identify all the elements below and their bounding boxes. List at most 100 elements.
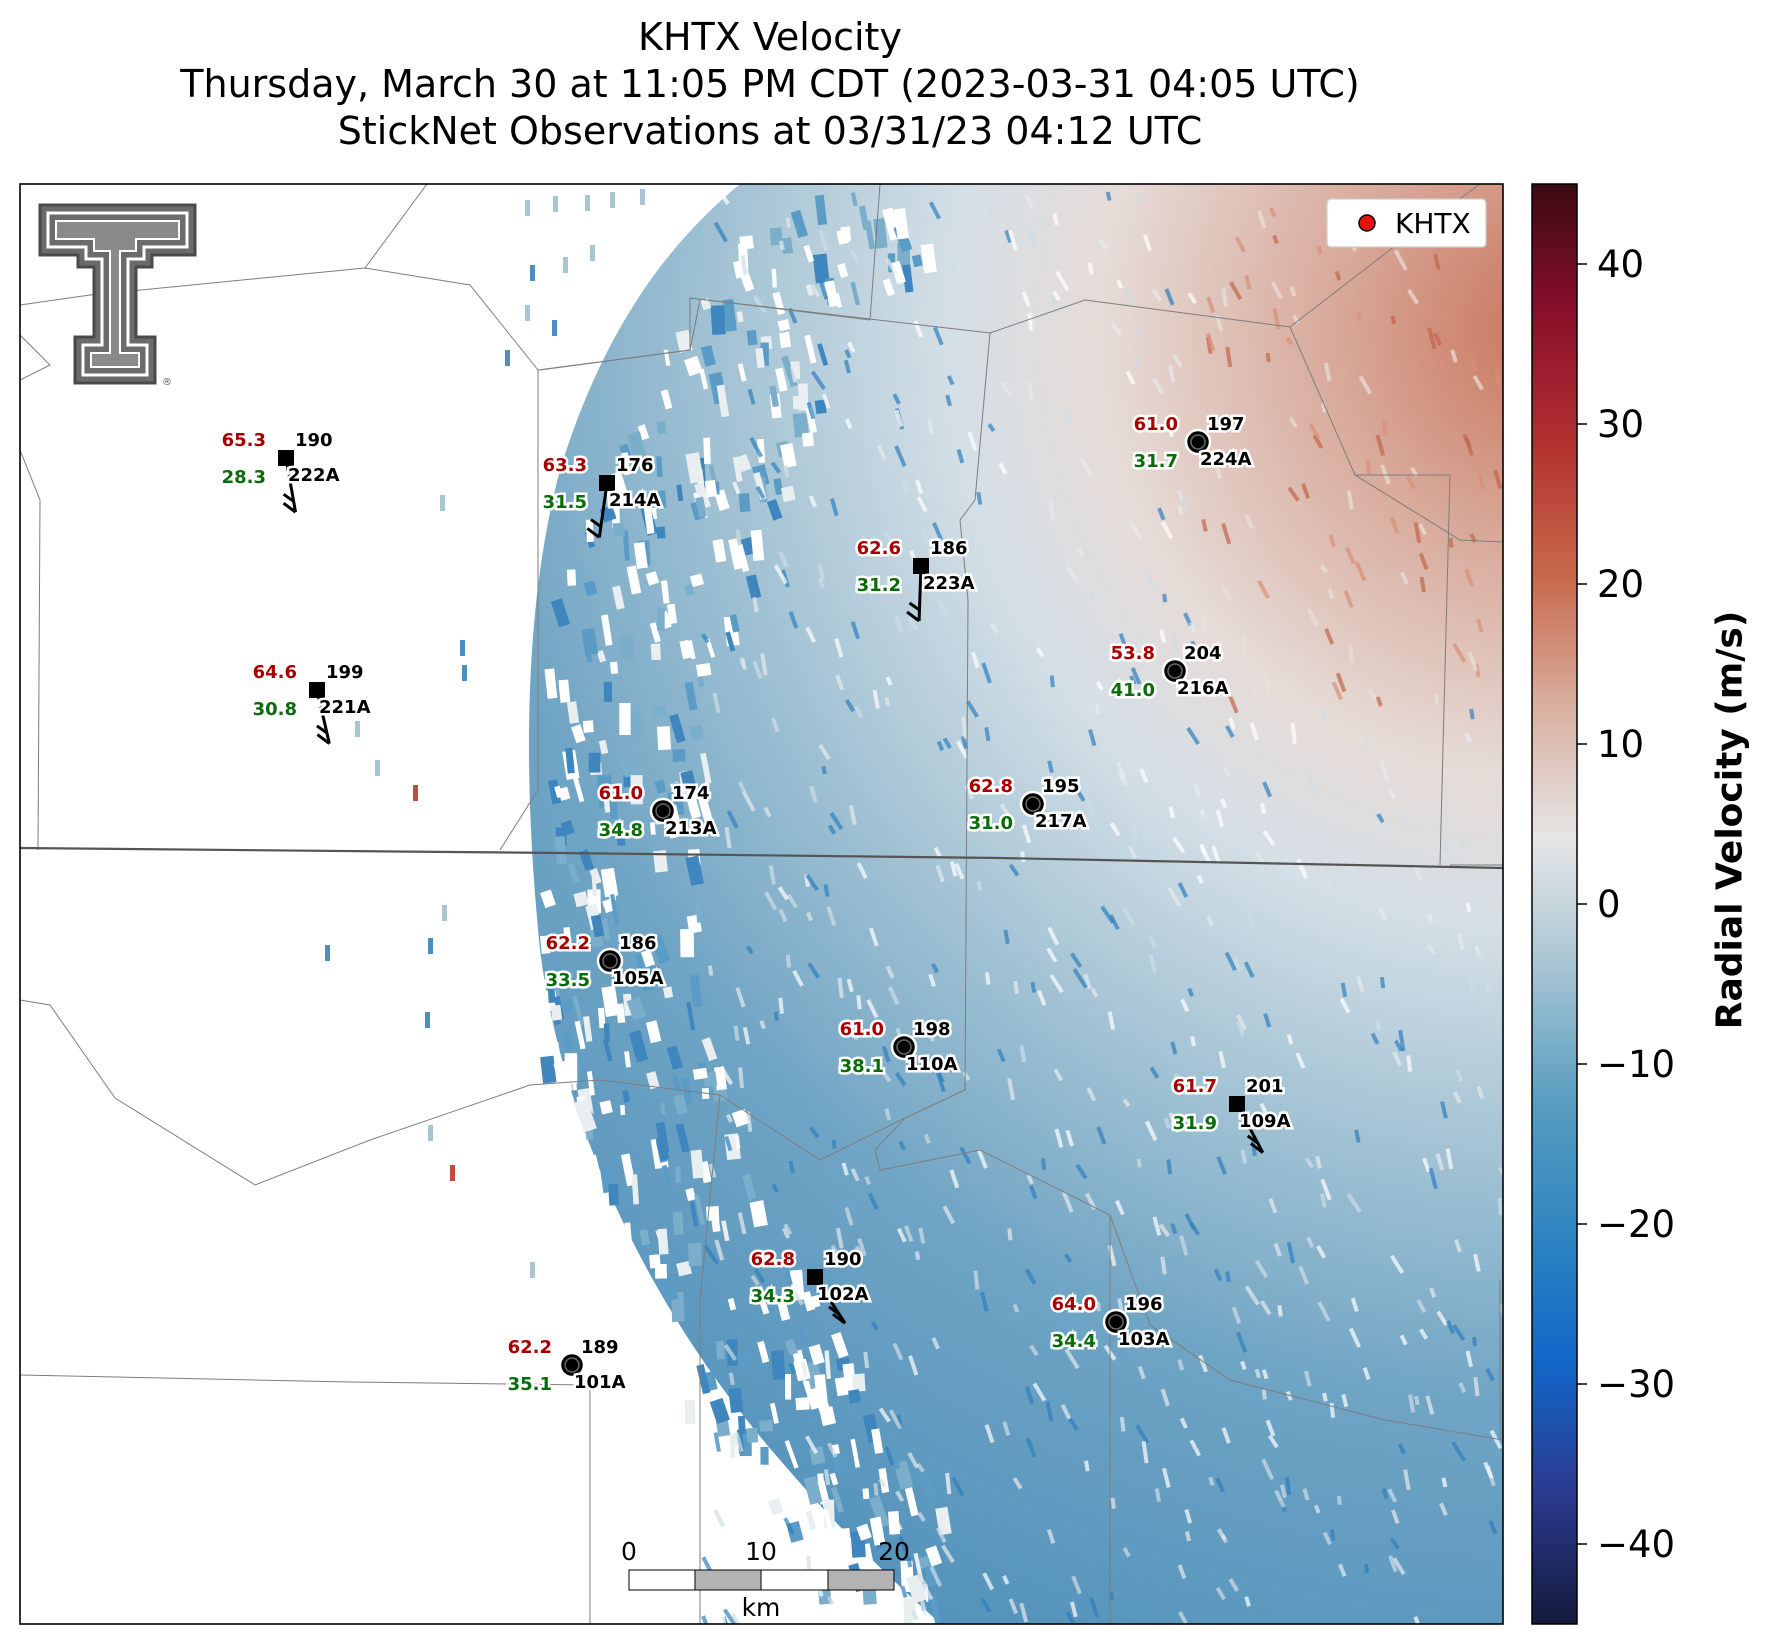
station-id: 213A	[665, 818, 717, 839]
station-wind-direction: 197	[1207, 414, 1245, 435]
station-square-marker	[913, 558, 929, 574]
station-temperature: 61.0	[1134, 414, 1178, 435]
legend-label: KHTX	[1395, 207, 1471, 240]
station-temperature: 63.3	[543, 455, 587, 476]
wind-barb-flag	[282, 501, 297, 514]
radar-outlier-gates	[325, 189, 645, 1278]
colorbar-ticks: 40 30 20 10 0 −10 −20 −30 −40	[1577, 243, 1675, 1566]
station-temperature: 62.6	[857, 538, 901, 559]
station-temperature: 62.8	[751, 1249, 795, 1270]
station-dewpoint: 35.1	[508, 1374, 552, 1395]
station-circle-marker	[890, 1033, 918, 1061]
station-dewpoint: 31.5	[543, 492, 587, 513]
station-wind-direction: 196	[1125, 1294, 1163, 1315]
station-222A: 65.3 190 28.3 222A	[219, 428, 342, 514]
station-dewpoint: 34.3	[751, 1286, 795, 1307]
station-dewpoint: 41.0	[1111, 680, 1155, 701]
texas-tech-logo: ®	[38, 203, 197, 388]
station-dewpoint: 38.1	[840, 1056, 884, 1077]
station-wind-direction: 186	[619, 933, 657, 954]
wind-barb-flag	[586, 527, 601, 539]
station-id: 214A	[609, 490, 661, 511]
station-221A: 64.6 199 30.8 221A	[250, 660, 373, 745]
station-calm-ring	[1167, 663, 1183, 679]
colorbar-tick-label: 10	[1597, 723, 1644, 766]
station-101A: 62.2 189 35.1 101A	[505, 1335, 628, 1398]
state-boundary	[20, 846, 1503, 870]
colorbar-tick-label: −10	[1597, 1043, 1675, 1086]
station-temperature: 64.0	[1052, 1294, 1096, 1315]
station-square-marker	[599, 475, 615, 491]
station-calm-ring	[564, 1357, 580, 1373]
station-213A: 61.0 174 34.8 213A	[596, 781, 719, 844]
wind-barb-flag	[832, 1312, 846, 1325]
wind-barb-flag	[906, 610, 920, 623]
wind-barb-flag	[908, 601, 921, 612]
station-circle-marker	[558, 1351, 586, 1379]
station-temperature: 61.0	[840, 1019, 884, 1040]
station-wind-direction: 204	[1184, 643, 1222, 664]
station-id: 216A	[1177, 678, 1229, 699]
station-id: 101A	[574, 1372, 626, 1393]
station-wind-direction: 174	[672, 783, 710, 804]
colorbar-tick-label: 20	[1597, 563, 1644, 606]
station-103A: 64.0 196 34.4 103A	[1049, 1292, 1172, 1355]
station-dewpoint: 31.0	[969, 813, 1013, 834]
station-square-marker	[309, 682, 325, 698]
colorbar-tick-label: −40	[1597, 1523, 1675, 1566]
colorbar: 40 30 20 10 0 −10 −20 −30 −40	[1531, 183, 1675, 1625]
wind-barb-flag	[828, 1305, 840, 1316]
station-temperature: 62.2	[546, 933, 590, 954]
wind-barb-flag	[590, 518, 602, 528]
station-id: 223A	[923, 573, 975, 594]
wind-barb-flag	[1249, 1142, 1264, 1154]
colorbar-label-wrap: Radial Velocity (m/s)	[1700, 520, 1760, 1120]
station-wind-direction: 199	[326, 662, 364, 683]
station-wind-direction: 190	[295, 430, 333, 451]
colorbar-label: Radial Velocity (m/s)	[1709, 610, 1751, 1030]
station-wind-direction: 198	[913, 1019, 951, 1040]
station-circle-marker	[649, 797, 677, 825]
station-calm-ring	[1025, 796, 1041, 812]
logo-registered-mark: ®	[162, 377, 172, 388]
title-observations: StickNet Observations at 03/31/23 04:12 …	[337, 109, 1203, 153]
station-110A: 61.0 198 38.1 110A	[837, 1017, 960, 1080]
scale-bar: 0 10 20 km	[621, 1537, 910, 1622]
station-102A: 62.8 190 34.3 102A	[748, 1247, 871, 1325]
station-dewpoint: 31.2	[857, 575, 901, 596]
station-dewpoint: 30.8	[253, 699, 297, 720]
station-224A: 61.0 197 31.7 224A	[1131, 412, 1254, 475]
station-dewpoint: 31.9	[1173, 1113, 1217, 1134]
colorbar-tick-label: 30	[1597, 403, 1644, 446]
station-temperature: 53.8	[1111, 643, 1155, 664]
wind-barb-staff	[315, 689, 331, 744]
station-temperature: 62.2	[508, 1337, 552, 1358]
station-216A: 53.8 204 41.0 216A	[1108, 641, 1231, 704]
wind-barb-staff	[284, 457, 298, 513]
station-109A: 61.7 201 31.9 109A	[1170, 1074, 1293, 1154]
station-calm-ring	[896, 1039, 912, 1055]
station-dewpoint: 34.8	[599, 820, 643, 841]
wind-barb-staff	[597, 482, 609, 538]
station-calm-ring	[1190, 434, 1206, 450]
scalebar-tick-10: 10	[745, 1537, 777, 1566]
station-circle-marker	[596, 947, 624, 975]
station-temperature: 64.6	[253, 662, 297, 683]
station-temperature: 65.3	[222, 430, 266, 451]
colorbar-tick-label: −30	[1597, 1363, 1675, 1406]
station-wind-direction: 176	[616, 455, 654, 476]
scalebar-tick-20: 20	[878, 1537, 910, 1566]
station-circle-marker	[1102, 1308, 1130, 1336]
sticknet-stations: 65.3 190 28.3 222A 63.3 176 31.5 214A 61.0 197 31.…	[219, 412, 1293, 1398]
station-id: 110A	[906, 1054, 958, 1075]
station-dewpoint: 34.4	[1052, 1331, 1096, 1352]
station-214A: 63.3 176 31.5 214A	[540, 453, 663, 539]
title-radar: KHTX Velocity	[638, 15, 902, 59]
station-id: 224A	[1200, 449, 1252, 470]
station-temperature: 61.0	[599, 783, 643, 804]
station-wind-direction: 190	[824, 1249, 862, 1270]
title-datetime: Thursday, March 30 at 11:05 PM CDT (2023…	[180, 62, 1360, 106]
station-217A: 62.8 195 31.0 217A	[966, 774, 1089, 837]
legend-marker-icon	[1358, 214, 1376, 232]
station-temperature: 61.7	[1173, 1076, 1217, 1097]
